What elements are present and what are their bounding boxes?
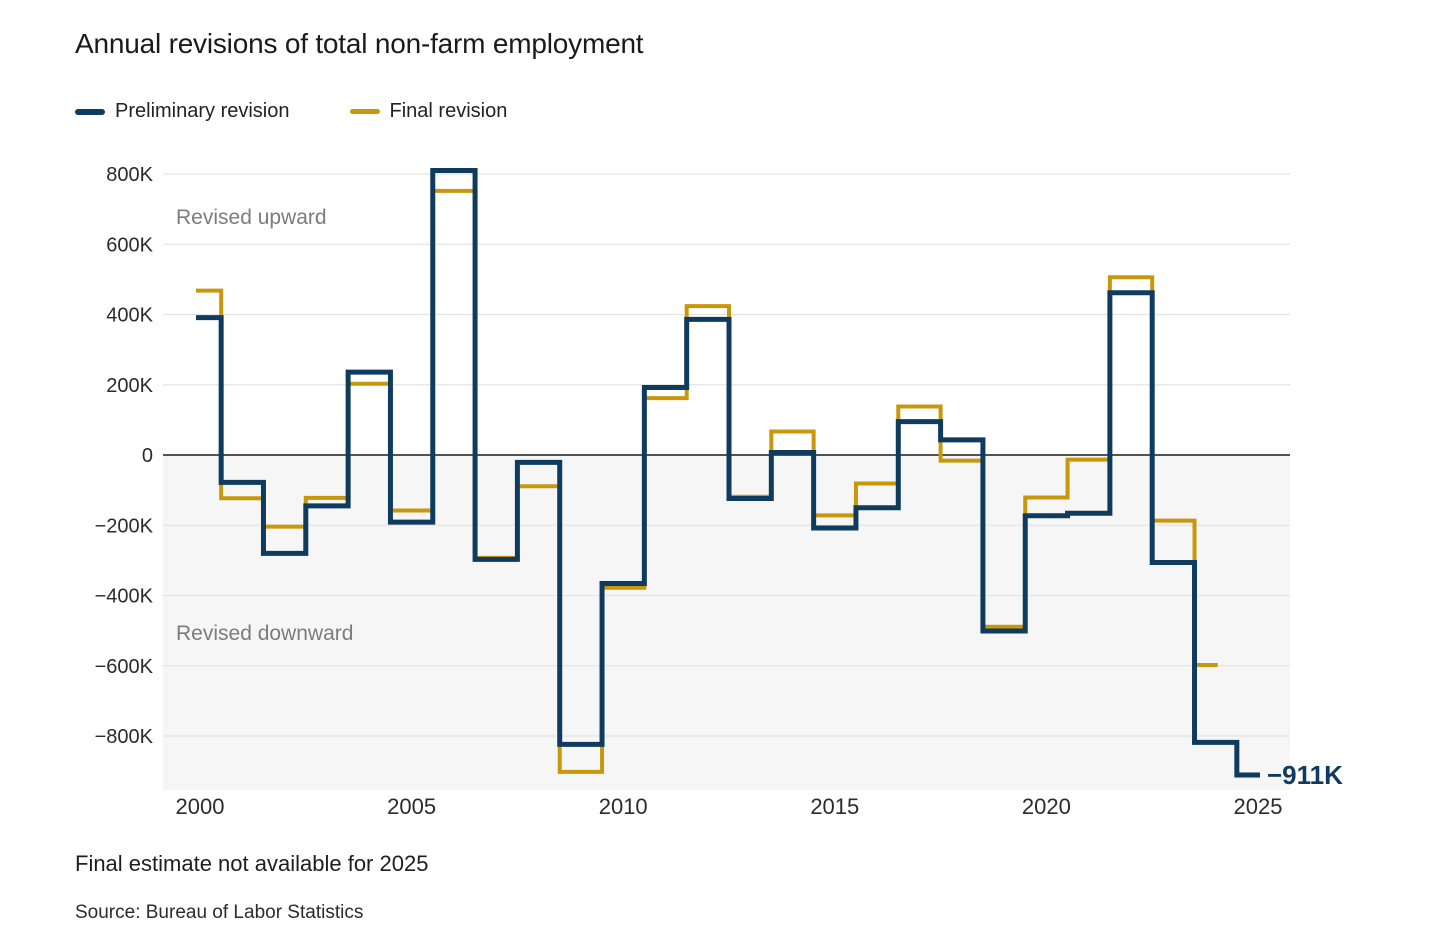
footnote: Final estimate not available for 2025 [75, 851, 429, 876]
x-axis-tick-label: 2010 [599, 794, 648, 819]
y-axis-tick-label: 200K [106, 375, 153, 397]
annotation-below-zero: Revised downward [176, 622, 353, 645]
y-axis-tick-label: −600K [95, 656, 154, 678]
y-axis-tick-label: 0 [142, 445, 153, 467]
page-title: Annual revisions of total non-farm emplo… [75, 28, 644, 59]
annotation-above-zero: Revised upward [176, 206, 327, 229]
y-axis-tick-label: 400K [106, 305, 153, 327]
legend-label-final: Final revision [389, 100, 508, 122]
legend: Preliminary revision Final revision [75, 100, 507, 123]
x-axis-tick-label: 2015 [810, 794, 859, 819]
x-axis-tick-label: 2005 [387, 794, 436, 819]
x-axis-tick-label: 2000 [176, 794, 225, 819]
y-axis-tick-label: 800K [106, 164, 153, 186]
end-value-label: −911K [1267, 760, 1343, 790]
preliminary-line-swatch-icon [75, 108, 105, 115]
y-axis-tick-label: 600K [106, 234, 153, 256]
y-axis-tick-label: −200K [95, 515, 154, 537]
legend-item-final: Final revision [349, 100, 508, 123]
legend-item-preliminary: Preliminary revision [75, 100, 290, 123]
x-axis-tick-label: 2020 [1022, 794, 1071, 819]
x-axis-tick-label: 2025 [1234, 794, 1283, 819]
source-credit: Source: Bureau of Labor Statistics [75, 902, 364, 923]
final-line-swatch-icon [349, 109, 380, 114]
legend-label-preliminary: Preliminary revision [115, 100, 290, 122]
y-axis-tick-label: −400K [95, 586, 154, 608]
y-axis-tick-label: −800K [95, 726, 154, 748]
series-line-preliminary [196, 167, 1260, 778]
series-line-final [196, 188, 1218, 774]
